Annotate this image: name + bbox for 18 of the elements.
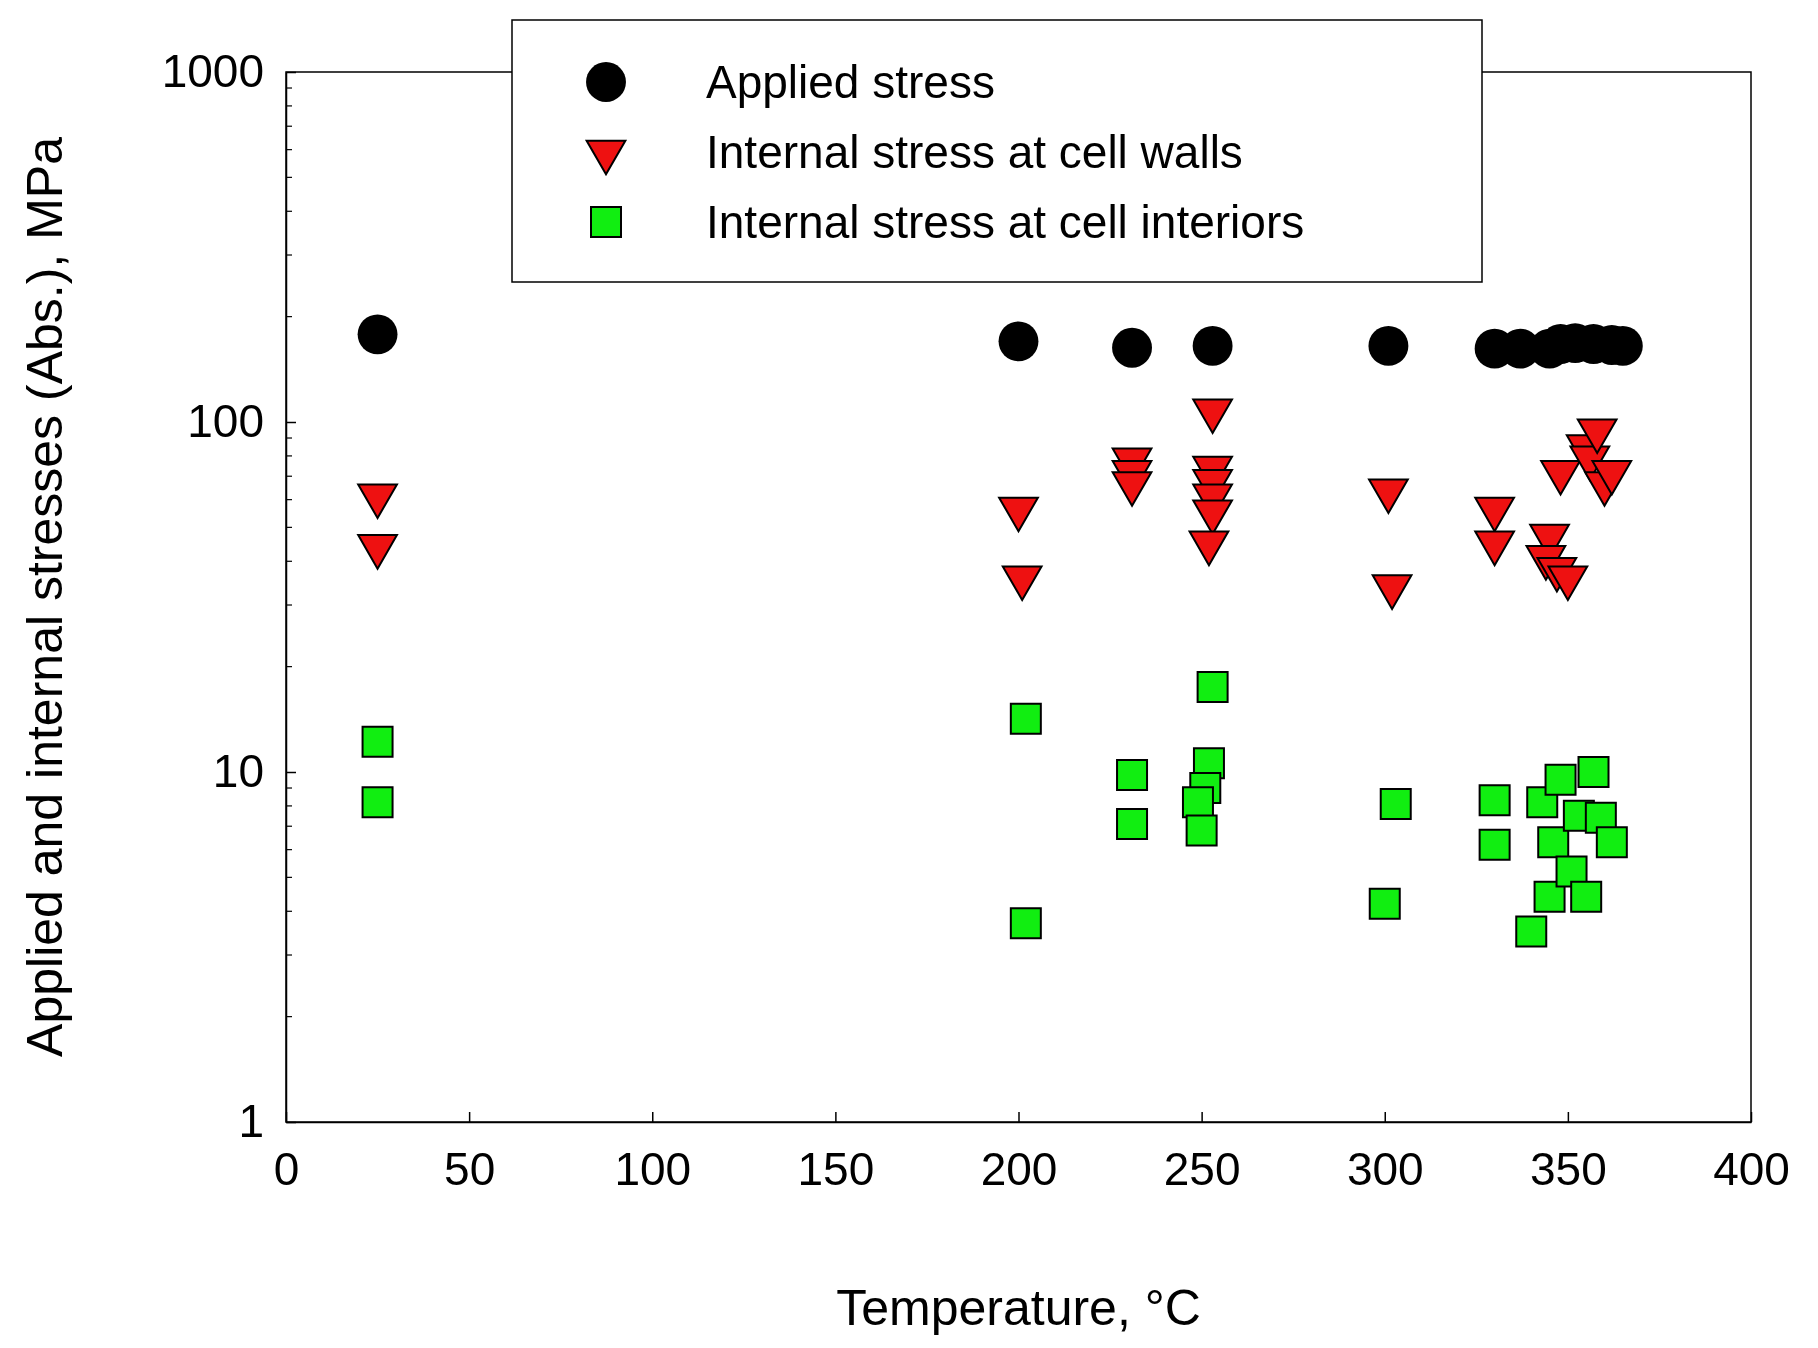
x-tick-label: 250 bbox=[1163, 1142, 1241, 1195]
y-tick-label: 1 bbox=[238, 1095, 264, 1148]
y-tick-label: 100 bbox=[187, 395, 264, 448]
y-axis-title: Applied and internal stresses (Abs.), MPa bbox=[17, 136, 73, 1057]
x-tick-label: 350 bbox=[1530, 1142, 1607, 1195]
y-tick-label: 10 bbox=[212, 745, 264, 798]
x-tick-label: 0 bbox=[273, 1142, 300, 1195]
y-tick-label: 1000 bbox=[161, 45, 264, 98]
x-tick-label: 150 bbox=[797, 1142, 875, 1195]
x-tick-label: 200 bbox=[980, 1142, 1058, 1195]
x-tick-label: 100 bbox=[614, 1142, 692, 1195]
x-tick-label: 300 bbox=[1346, 1142, 1424, 1195]
legend-label: Internal stress at cell walls bbox=[706, 126, 1243, 178]
x-axis-title: Temperature, °C bbox=[836, 1280, 1201, 1336]
legend-label: Applied stress bbox=[706, 56, 995, 108]
x-tick-label: 50 bbox=[444, 1142, 496, 1195]
x-tick-label: 400 bbox=[1713, 1142, 1790, 1195]
legend-label: Internal stress at cell interiors bbox=[706, 196, 1305, 248]
